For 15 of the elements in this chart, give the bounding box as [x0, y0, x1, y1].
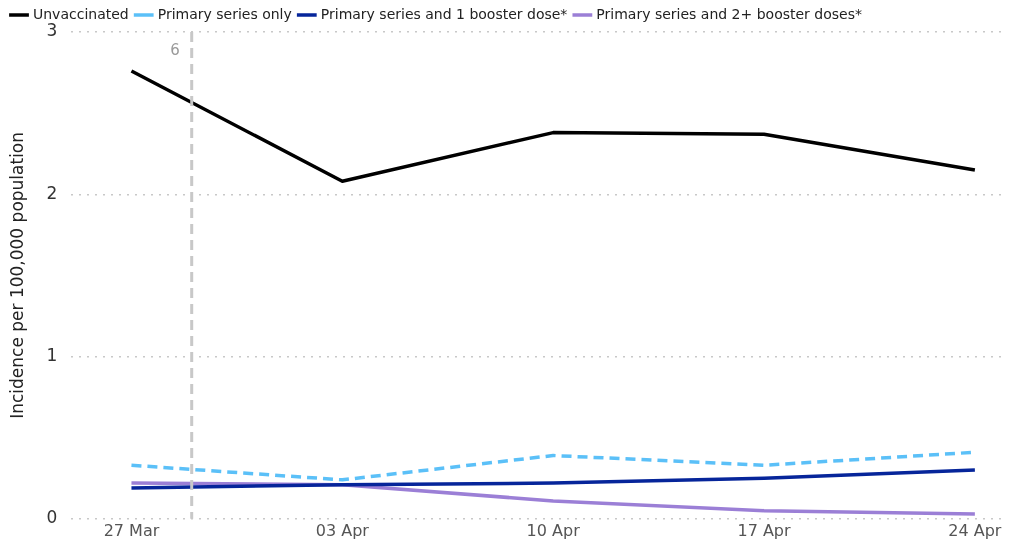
x-tick-label: 27 Mar: [103, 520, 160, 540]
legend-label: Unvaccinated: [33, 5, 129, 22]
y-axis-title: Incidence per 100,000 population: [6, 131, 27, 419]
legend-label: Primary series and 1 booster dose*: [320, 5, 568, 22]
y-tick-label: 2: [46, 182, 58, 203]
legend-label: Primary series and 2+ booster doses*: [596, 5, 862, 22]
y-tick-label: 1: [46, 344, 58, 365]
x-tick-label: 17 Apr: [737, 520, 792, 540]
x-tick-label: 10 Apr: [526, 520, 581, 540]
legend-label: Primary series only: [157, 5, 292, 22]
y-tick-label: 0: [46, 507, 58, 528]
x-tick-label: 03 Apr: [315, 520, 370, 540]
x-tick-label: 24 Apr: [948, 520, 1002, 540]
ref-line-label: 6: [170, 41, 180, 60]
y-tick-label: 3: [46, 20, 58, 41]
